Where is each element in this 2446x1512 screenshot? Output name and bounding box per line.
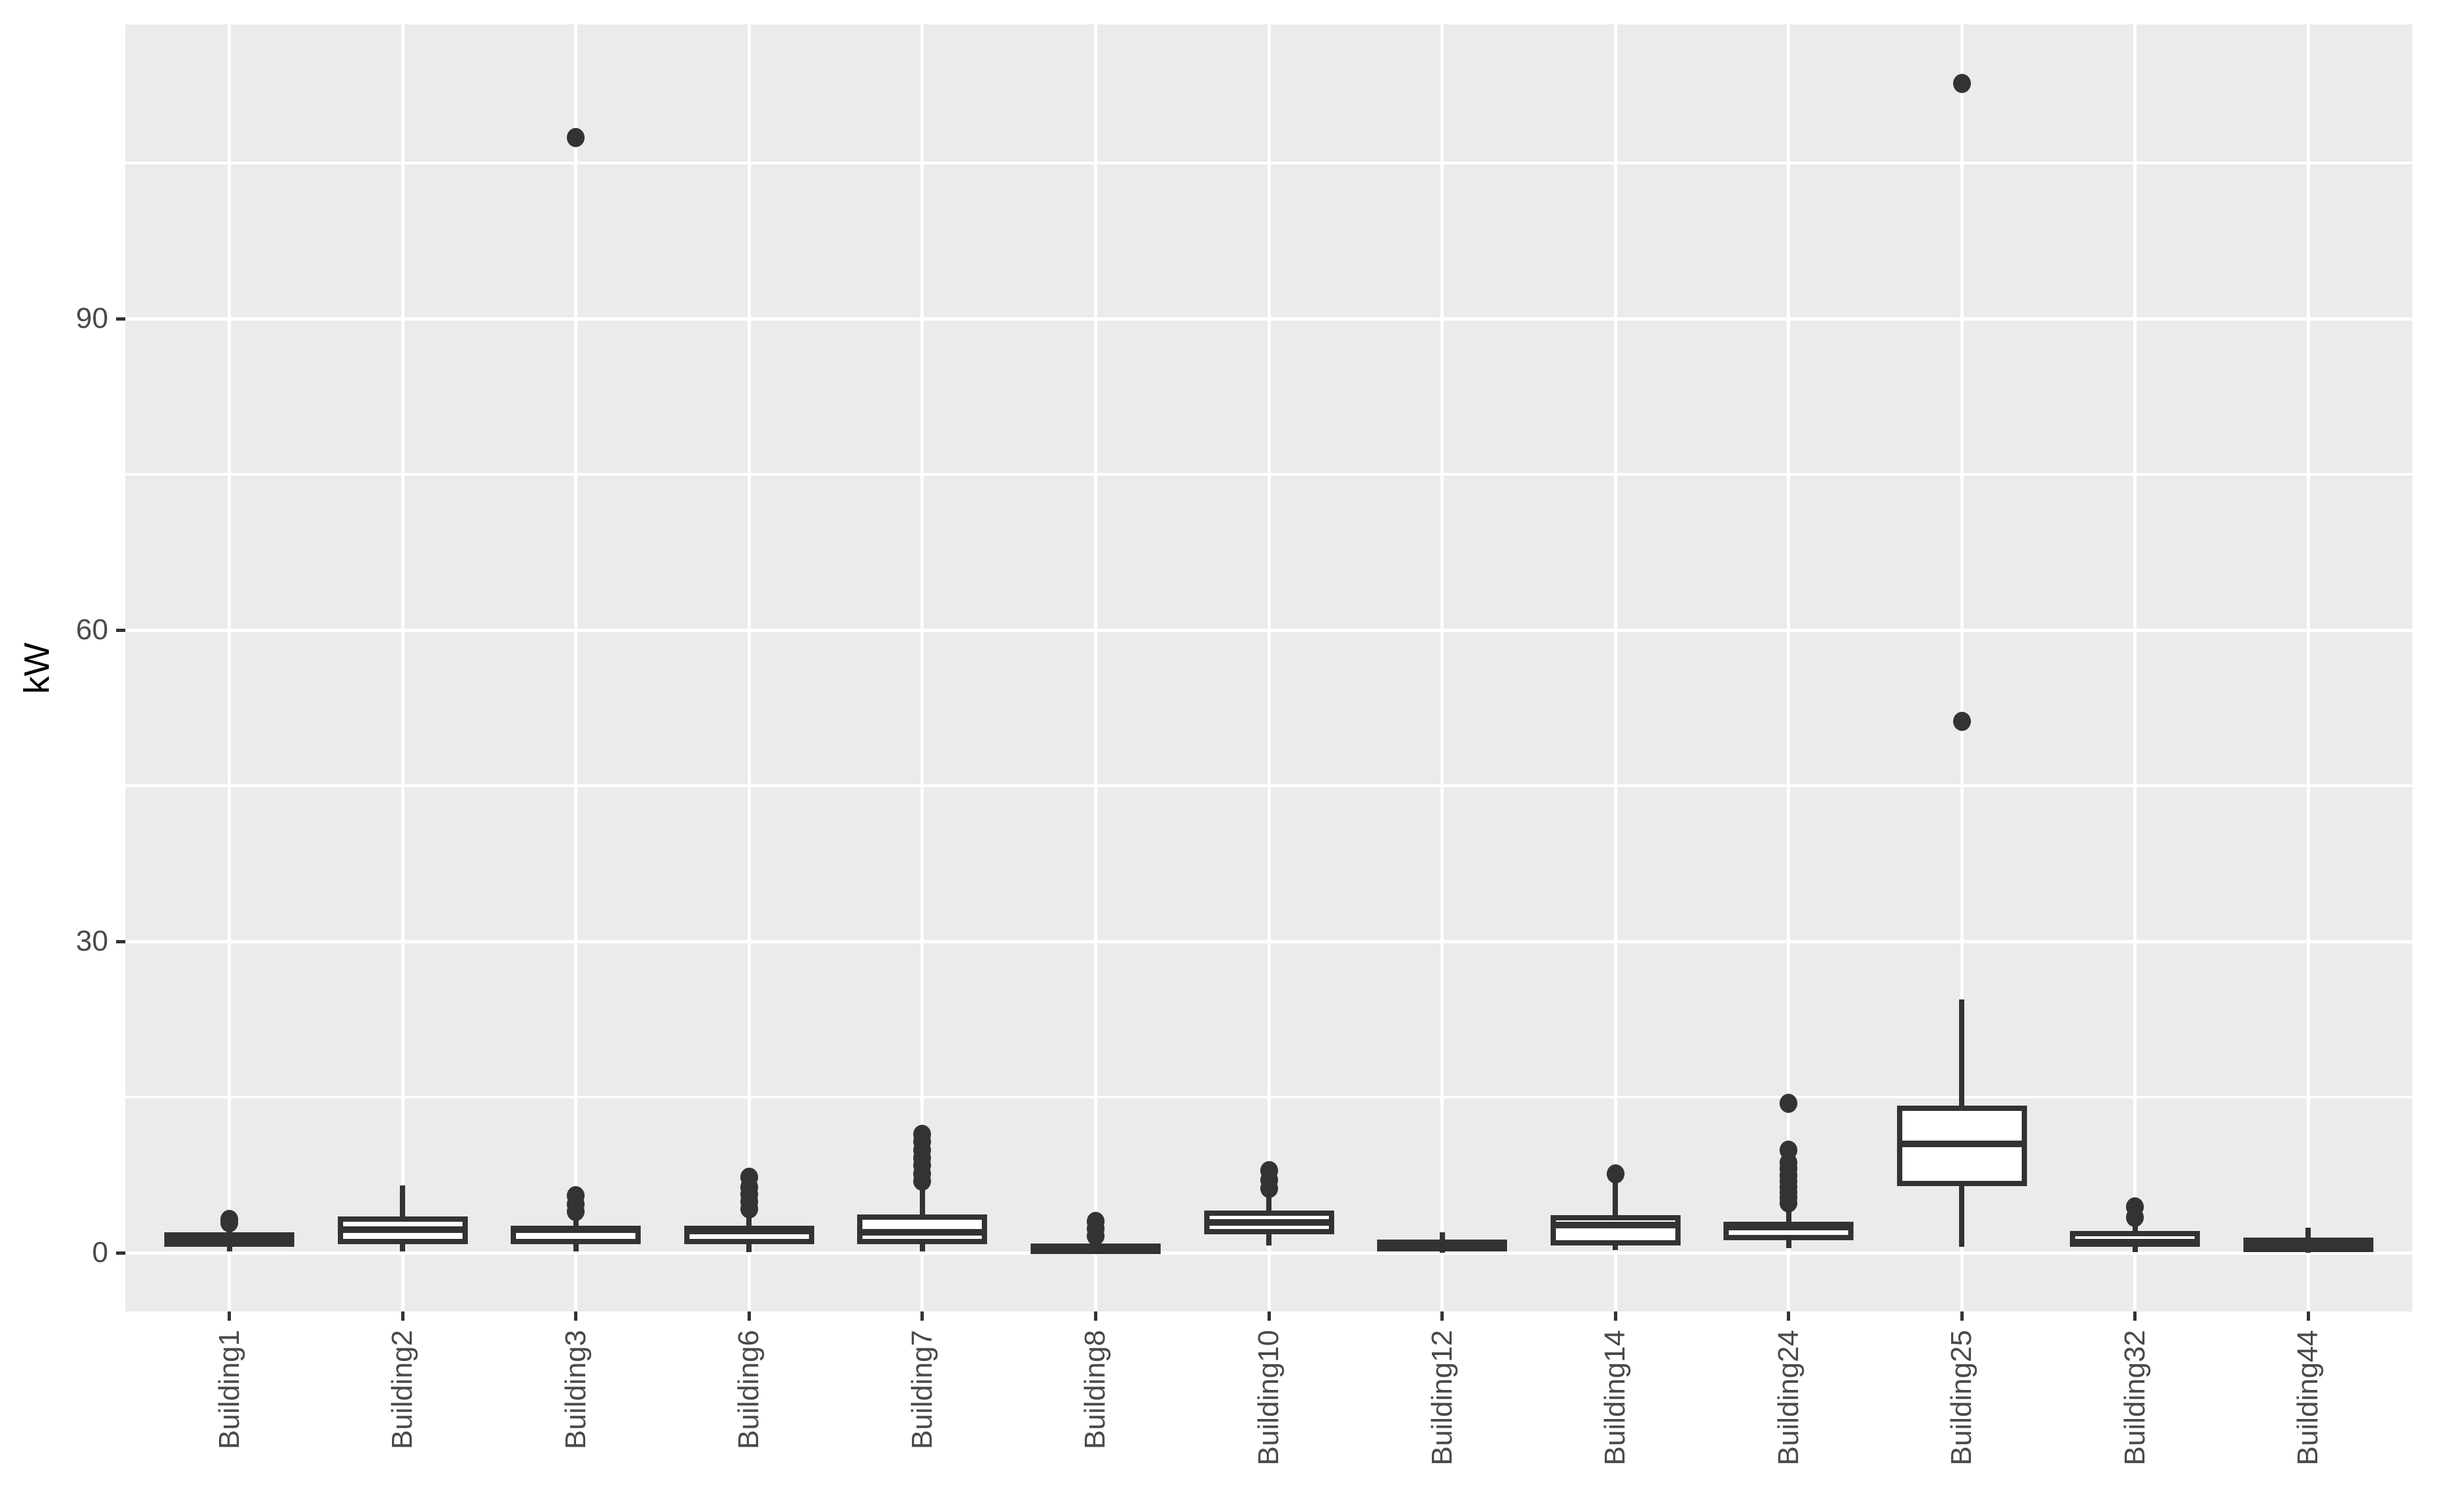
gridline-vertical: [401, 24, 404, 1311]
x-tick-label-building8: Building8: [1079, 1330, 1112, 1450]
median-building14: [1550, 1221, 1681, 1228]
median-building6: [684, 1227, 814, 1234]
x-tick-label-building14: Building14: [1599, 1330, 1632, 1466]
outlier-point: [567, 127, 585, 147]
median-building12: [1377, 1243, 1508, 1250]
gridline-vertical: [1960, 24, 1964, 1311]
median-building8: [1030, 1244, 1161, 1251]
x-axis-tick: [574, 1311, 578, 1321]
gridline-vertical: [920, 24, 924, 1311]
median-building10: [1204, 1219, 1334, 1226]
x-tick-label-building7: Building7: [905, 1330, 938, 1450]
outlier-point: [1780, 1140, 1798, 1160]
gridline-vertical: [228, 24, 232, 1311]
gridline-vertical: [1267, 24, 1271, 1311]
outlier-point: [1260, 1161, 1278, 1181]
outlier-point: [2126, 1197, 2144, 1217]
median-building24: [1723, 1223, 1854, 1230]
whisker-building14: [1613, 1180, 1619, 1251]
x-axis-tick: [1267, 1311, 1271, 1321]
x-tick-label-building10: Building10: [1252, 1330, 1285, 1466]
median-building2: [337, 1226, 468, 1234]
x-tick-label-building24: Building24: [1772, 1330, 1805, 1466]
y-axis-tick: [116, 939, 125, 943]
median-building7: [857, 1228, 988, 1236]
x-axis-tick: [1440, 1311, 1444, 1321]
x-axis-tick: [228, 1311, 232, 1321]
x-tick-label-building12: Building12: [1425, 1330, 1458, 1466]
y-tick-label: 90: [76, 302, 108, 335]
x-tick-label-building6: Building6: [732, 1330, 765, 1450]
gridline-vertical: [747, 24, 751, 1311]
y-tick-label: 60: [76, 614, 108, 646]
x-tick-label-building44: Building44: [2292, 1330, 2325, 1466]
y-axis-tick: [116, 317, 125, 321]
y-tick-label: 30: [76, 925, 108, 958]
median-building25: [1896, 1140, 2027, 1147]
x-axis-tick: [747, 1311, 751, 1321]
y-tick-label: 0: [92, 1236, 108, 1269]
median-building3: [511, 1226, 641, 1234]
outlier-point: [1606, 1164, 1625, 1183]
x-axis-tick: [1960, 1311, 1964, 1321]
gridline-vertical: [2306, 24, 2310, 1311]
outlier-point: [1952, 73, 1971, 93]
outlier-point: [1952, 712, 1971, 732]
outlier-point: [1780, 1093, 1798, 1113]
x-tick-label-building3: Building3: [559, 1330, 592, 1450]
y-axis-tick: [116, 1251, 125, 1255]
x-axis-tick: [1787, 1311, 1791, 1321]
x-tick-label-building25: Building25: [1945, 1330, 1978, 1466]
gridline-vertical: [1787, 24, 1791, 1311]
x-axis-tick: [2306, 1311, 2310, 1321]
y-axis-title: kW: [17, 643, 57, 694]
outlier-point: [913, 1125, 932, 1145]
x-tick-label-building1: Building1: [212, 1330, 245, 1450]
x-axis-tick: [2133, 1311, 2137, 1321]
x-axis-tick: [920, 1311, 924, 1321]
median-building44: [2243, 1241, 2373, 1248]
gridline-vertical: [1440, 24, 1444, 1311]
x-axis-tick: [401, 1311, 404, 1321]
box-building14: [1550, 1215, 1681, 1245]
plot-panel: [125, 24, 2412, 1311]
median-building32: [2070, 1239, 2201, 1246]
x-axis-tick: [1093, 1311, 1097, 1321]
x-axis-tick: [1613, 1311, 1617, 1321]
outlier-point: [567, 1185, 585, 1205]
outlier-point: [740, 1167, 758, 1187]
x-tick-label-building2: Building2: [386, 1330, 419, 1450]
x-tick-label-building32: Building32: [2118, 1330, 2151, 1466]
gridline-vertical: [2133, 24, 2137, 1311]
median-building1: [164, 1237, 295, 1244]
y-axis-tick: [116, 628, 125, 632]
gridline-vertical: [574, 24, 578, 1311]
outlier-point: [1086, 1212, 1105, 1232]
gridline-vertical: [1093, 24, 1097, 1311]
gridline-vertical: [1613, 24, 1617, 1311]
outlier-point: [220, 1210, 239, 1230]
